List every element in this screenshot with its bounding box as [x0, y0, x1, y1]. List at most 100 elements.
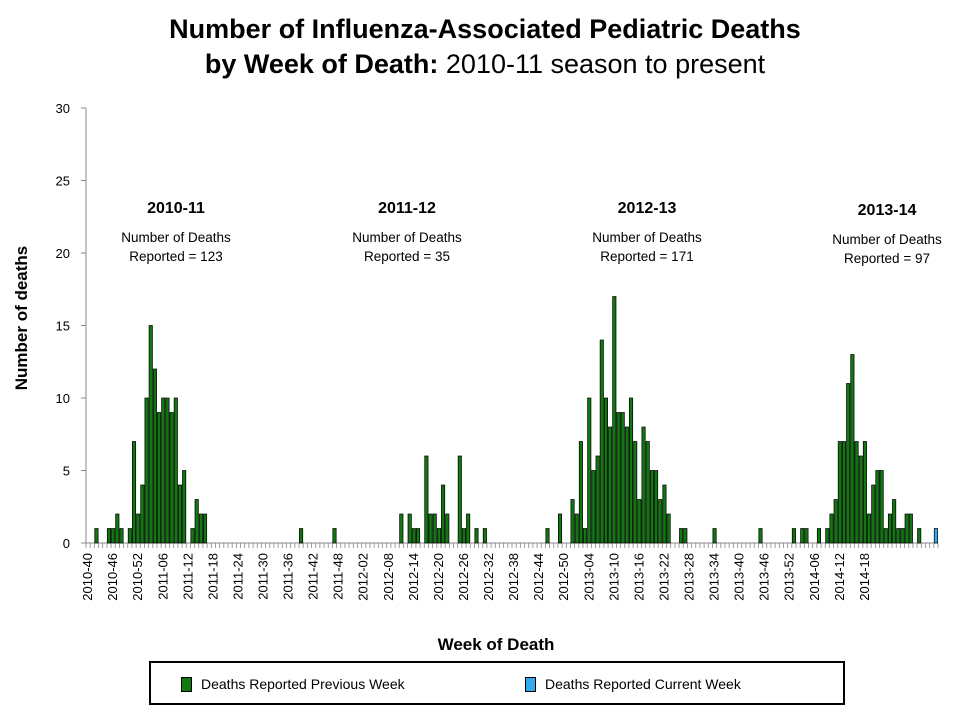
bar-previous-week	[712, 528, 717, 544]
bar-previous-week	[332, 528, 337, 544]
bar-previous-week	[132, 441, 137, 544]
bar-previous-week	[136, 513, 141, 544]
bar-previous-week	[758, 528, 763, 544]
bar-previous-week	[892, 499, 897, 544]
bar-previous-week	[637, 499, 642, 544]
legend: Deaths Reported Previous Week Deaths Rep…	[149, 661, 845, 705]
bar-current-week	[933, 528, 938, 544]
bar-previous-week	[119, 528, 124, 544]
x-axis-label: Week of Death	[438, 635, 555, 654]
bar-previous-week	[574, 513, 579, 544]
bar-previous-week	[436, 528, 441, 544]
bar-previous-week	[791, 528, 796, 544]
x-tick-label: 2013-34	[707, 553, 722, 601]
bar-previous-week	[111, 528, 116, 544]
bar-previous-week	[115, 513, 120, 544]
bar-previous-week	[616, 412, 621, 544]
bar-previous-week	[140, 484, 145, 544]
x-tick-label: 2010-46	[105, 553, 120, 601]
y-tick-label: 15	[56, 319, 70, 334]
bar-previous-week	[558, 513, 563, 544]
x-tick-label: 2012-50	[556, 553, 571, 601]
y-tick-label: 30	[56, 101, 70, 116]
bar-previous-week	[152, 368, 157, 544]
season-label: 2013-14	[858, 202, 917, 219]
bar-previous-week	[624, 426, 629, 544]
x-tick-label: 2013-16	[631, 553, 646, 601]
x-tick-label: 2013-22	[656, 553, 671, 601]
x-tick-label: 2012-26	[456, 553, 471, 601]
bar-previous-week	[896, 528, 901, 544]
bar-previous-week	[595, 455, 600, 544]
x-tick-label: 2012-20	[431, 553, 446, 601]
bar-previous-week	[416, 528, 421, 544]
bar-previous-week	[679, 528, 684, 544]
legend-item-current: Deaths Reported Current Week	[525, 676, 741, 692]
x-tick-label: 2012-32	[481, 553, 496, 601]
bar-previous-week	[411, 528, 416, 544]
bar-previous-week	[612, 296, 617, 544]
bar-previous-week	[842, 441, 847, 544]
bar-previous-week	[683, 528, 688, 544]
y-tick-label: 20	[56, 246, 70, 261]
season-deaths-line2: Reported = 35	[364, 249, 450, 264]
bar-previous-week	[654, 470, 659, 544]
x-tick-label: 2014-12	[832, 553, 847, 601]
bar-previous-week	[461, 528, 466, 544]
chart-title-line2-rest: 2010-11 season to present	[438, 49, 766, 79]
y-tick-labels: 0 5 10 15 20 25 30	[56, 101, 70, 551]
bar-previous-week	[161, 397, 166, 544]
bar-previous-week	[165, 397, 170, 544]
bar-previous-week	[871, 484, 876, 544]
x-tick-label: 2010-52	[130, 553, 145, 601]
bar-previous-week	[603, 397, 608, 544]
x-tick-label: 2012-38	[506, 553, 521, 601]
bar-previous-week	[441, 484, 446, 544]
bar-previous-week	[879, 470, 884, 544]
bar-previous-week	[570, 499, 575, 544]
legend-swatch-previous	[181, 676, 192, 692]
x-tick-label: 2012-14	[406, 553, 421, 601]
x-tick-label: 2014-06	[807, 553, 822, 601]
bar-previous-week	[194, 499, 199, 544]
season-deaths-line2: Reported = 123	[129, 249, 222, 264]
bar-previous-week	[591, 470, 596, 544]
x-tick-label: 2013-04	[581, 553, 596, 601]
season-label: 2010-11	[147, 200, 205, 217]
bar-previous-week	[173, 397, 178, 544]
chart-bars	[94, 296, 938, 544]
bar-previous-week	[854, 441, 859, 544]
bar-previous-week	[666, 513, 671, 544]
x-tick-label: 2011-18	[205, 553, 220, 600]
chart-title: Number of Influenza-Associated Pediatric…	[0, 12, 960, 82]
bar-previous-week	[457, 455, 462, 544]
season-annotation: 2013-14 Number of Deaths Reported = 97	[832, 202, 942, 266]
y-tick-label: 0	[63, 536, 70, 551]
bar-previous-week	[169, 412, 174, 544]
season-deaths-line1: Number of Deaths	[352, 230, 462, 245]
season-deaths-line1: Number of Deaths	[832, 232, 942, 247]
bar-previous-week	[633, 441, 638, 544]
bar-previous-week	[850, 354, 855, 544]
x-tick-label: 2011-36	[281, 553, 296, 600]
bar-previous-week	[428, 513, 433, 544]
bar-previous-week	[908, 513, 913, 544]
chart-title-line2: by Week of Death: 2010-11 season to pres…	[0, 47, 960, 82]
bar-previous-week	[177, 484, 182, 544]
bar-previous-week	[883, 528, 888, 544]
bar-previous-week	[658, 499, 663, 544]
bar-previous-week	[887, 513, 892, 544]
bar-previous-week	[829, 513, 834, 544]
bar-previous-week	[127, 528, 132, 544]
bar-previous-week	[833, 499, 838, 544]
season-annotations: 2010-11 Number of Deaths Reported = 123 201…	[121, 200, 942, 266]
bar-previous-week	[804, 528, 809, 544]
bar-previous-week	[816, 528, 821, 544]
bar-previous-week	[106, 528, 111, 544]
x-tick-label: 2011-30	[256, 553, 271, 600]
x-tick-label: 2013-28	[682, 553, 697, 601]
bar-previous-week	[825, 528, 830, 544]
bar-previous-week	[846, 383, 851, 544]
bar-previous-week	[424, 455, 429, 544]
